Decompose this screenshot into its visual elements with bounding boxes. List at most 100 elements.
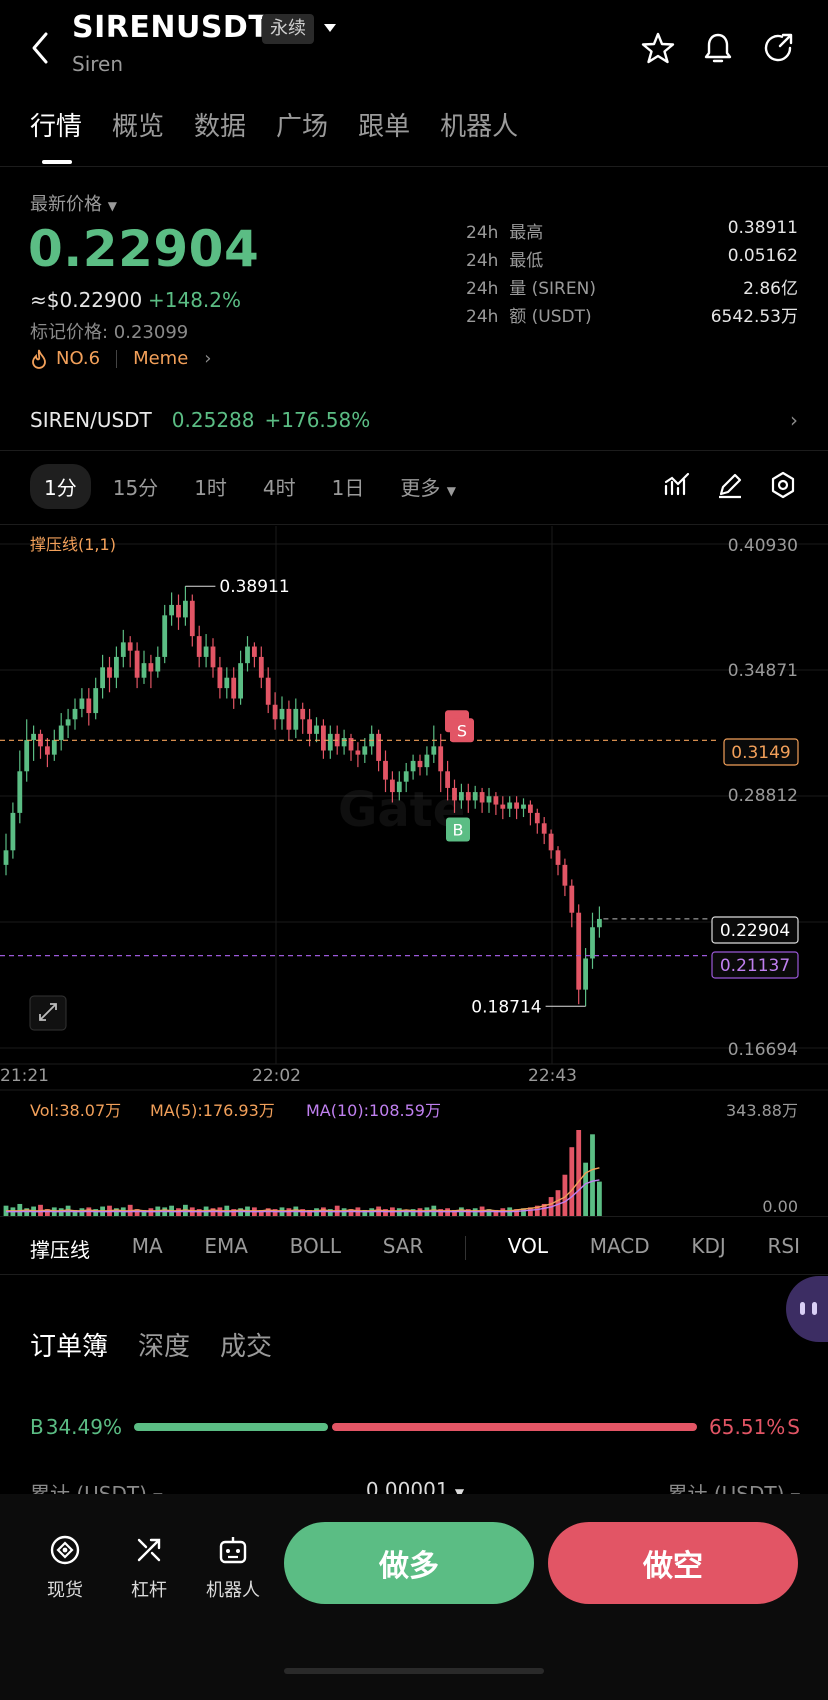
support-tag-box — [711, 951, 799, 979]
stat-low: 24h 最低 0.05162 — [466, 246, 798, 271]
candle-body — [217, 667, 223, 689]
y-tick: 0.16694 — [728, 1040, 798, 1060]
volume-bar — [196, 1209, 202, 1216]
interval-more[interactable]: 更多 ▼ — [400, 476, 456, 500]
y-tick: 0.40930 — [728, 536, 798, 556]
tab-copy-trading[interactable]: 跟单 — [358, 112, 411, 142]
indicator-ema[interactable]: EMA — [204, 1234, 248, 1258]
candle-body — [245, 646, 250, 664]
indicator-kdj[interactable]: KDJ — [691, 1234, 726, 1258]
candle-body — [162, 615, 168, 657]
interval-4h[interactable]: 4时 — [262, 476, 296, 500]
candle-body — [541, 823, 547, 834]
volume-bar — [327, 1209, 333, 1216]
candle-body — [424, 754, 430, 768]
candle-body — [438, 746, 444, 772]
tab-overview[interactable]: 概览 — [112, 112, 165, 142]
candle-body — [134, 650, 140, 678]
latest-price-label[interactable]: 最新价格 ▼ — [30, 190, 117, 216]
volume-bar — [452, 1209, 457, 1216]
candle-body — [528, 804, 533, 813]
page-title[interactable]: SIRENUSDT — [72, 10, 270, 45]
candle-body — [514, 802, 519, 809]
leverage-button[interactable]: 杠杆 — [114, 1532, 184, 1602]
indicator-ma[interactable]: MA — [131, 1234, 163, 1258]
last-price-tag: 0.22904 — [720, 921, 790, 941]
candle-body — [459, 792, 464, 801]
indicator-sar[interactable]: SAR — [382, 1234, 424, 1258]
interval-1d[interactable]: 1日 — [331, 476, 365, 500]
indicator-vol[interactable]: VOL — [507, 1234, 549, 1258]
stat-turnover: 24h 额 (USDT) 6542.53万 — [466, 307, 798, 327]
indicator-sr[interactable]: 撑压线 — [30, 1238, 90, 1262]
volume-bar — [521, 1208, 526, 1216]
vol-ma5-label: MA(5):176.93万 — [150, 1101, 275, 1120]
interval-1m[interactable]: 1分 — [30, 464, 91, 509]
share-icon[interactable] — [760, 30, 796, 66]
candle-body — [321, 725, 326, 751]
volume-bar — [348, 1209, 354, 1216]
tab-orderbook[interactable]: 订单簿 — [30, 1332, 109, 1362]
robot-icon — [219, 1537, 247, 1564]
candle-body — [300, 708, 306, 720]
tab-depth[interactable]: 深度 — [138, 1332, 191, 1362]
spot-button[interactable]: 现货 — [30, 1532, 100, 1602]
candle-body — [183, 600, 188, 618]
bell-icon[interactable] — [700, 30, 736, 66]
indicator-chart-icon[interactable] — [662, 470, 692, 500]
volume-bar — [93, 1209, 99, 1216]
rank-row[interactable]: NO.6 Meme › — [30, 348, 212, 369]
spot-pair-row[interactable]: SIREN/USDT 0.25288 +176.58% › — [30, 408, 798, 432]
buy-label: B — [30, 1415, 44, 1439]
candle-body — [403, 771, 409, 782]
last-price: 0.22904 — [28, 220, 260, 278]
volume-bar — [583, 1162, 588, 1216]
indicator-macd[interactable]: MACD — [589, 1234, 650, 1258]
divider — [465, 1236, 467, 1260]
candle-body — [155, 656, 161, 672]
buy-sell-ratio: B 34.49% 65.51% S — [30, 1412, 800, 1442]
candle-body — [231, 677, 237, 699]
tab-bots[interactable]: 机器人 — [440, 112, 519, 142]
candle-body — [189, 600, 195, 637]
candle-body — [79, 698, 85, 709]
candle-body — [500, 804, 506, 809]
candle-body — [327, 733, 333, 751]
volume-bar — [465, 1209, 471, 1216]
candle-body — [507, 802, 513, 809]
candle-body — [355, 750, 361, 755]
tab-trades[interactable]: 成交 — [220, 1332, 273, 1362]
back-icon[interactable] — [26, 30, 56, 66]
interval-1h[interactable]: 1时 — [194, 476, 227, 500]
tab-square[interactable]: 广场 — [276, 112, 329, 142]
indicator-rsi[interactable]: RSI — [767, 1234, 801, 1258]
settings-icon[interactable] — [768, 470, 798, 500]
spot-change: +176.58% — [264, 408, 371, 432]
tab-market[interactable]: 行情 — [30, 112, 83, 142]
floating-assistant-button[interactable] — [786, 1276, 828, 1342]
divider — [0, 1216, 828, 1217]
draw-pencil-icon[interactable] — [715, 470, 745, 500]
interval-15m[interactable]: 15分 — [112, 476, 159, 500]
volume-bar — [486, 1209, 492, 1216]
candle-body — [521, 804, 526, 809]
candle-body — [203, 646, 209, 657]
vol-axis-top: 343.88万 — [726, 1101, 798, 1120]
volume-bar — [514, 1209, 519, 1216]
home-indicator — [284, 1668, 544, 1674]
short-button[interactable]: 做空 — [548, 1522, 798, 1604]
candle-body — [196, 636, 202, 657]
caret-down-icon: ▼ — [107, 199, 117, 213]
star-icon[interactable] — [640, 30, 676, 66]
caret-down-icon[interactable] — [322, 20, 338, 36]
candle-body — [286, 708, 292, 730]
tab-data[interactable]: 数据 — [194, 112, 247, 142]
bot-button[interactable]: 机器人 — [198, 1532, 268, 1602]
buy-marker — [446, 817, 470, 842]
long-button[interactable]: 做多 — [284, 1522, 534, 1604]
spot-pair: SIREN/USDT — [30, 408, 152, 432]
volume-bar — [438, 1209, 444, 1216]
indicator-boll[interactable]: BOLL — [289, 1234, 342, 1258]
candle-body — [72, 708, 78, 720]
